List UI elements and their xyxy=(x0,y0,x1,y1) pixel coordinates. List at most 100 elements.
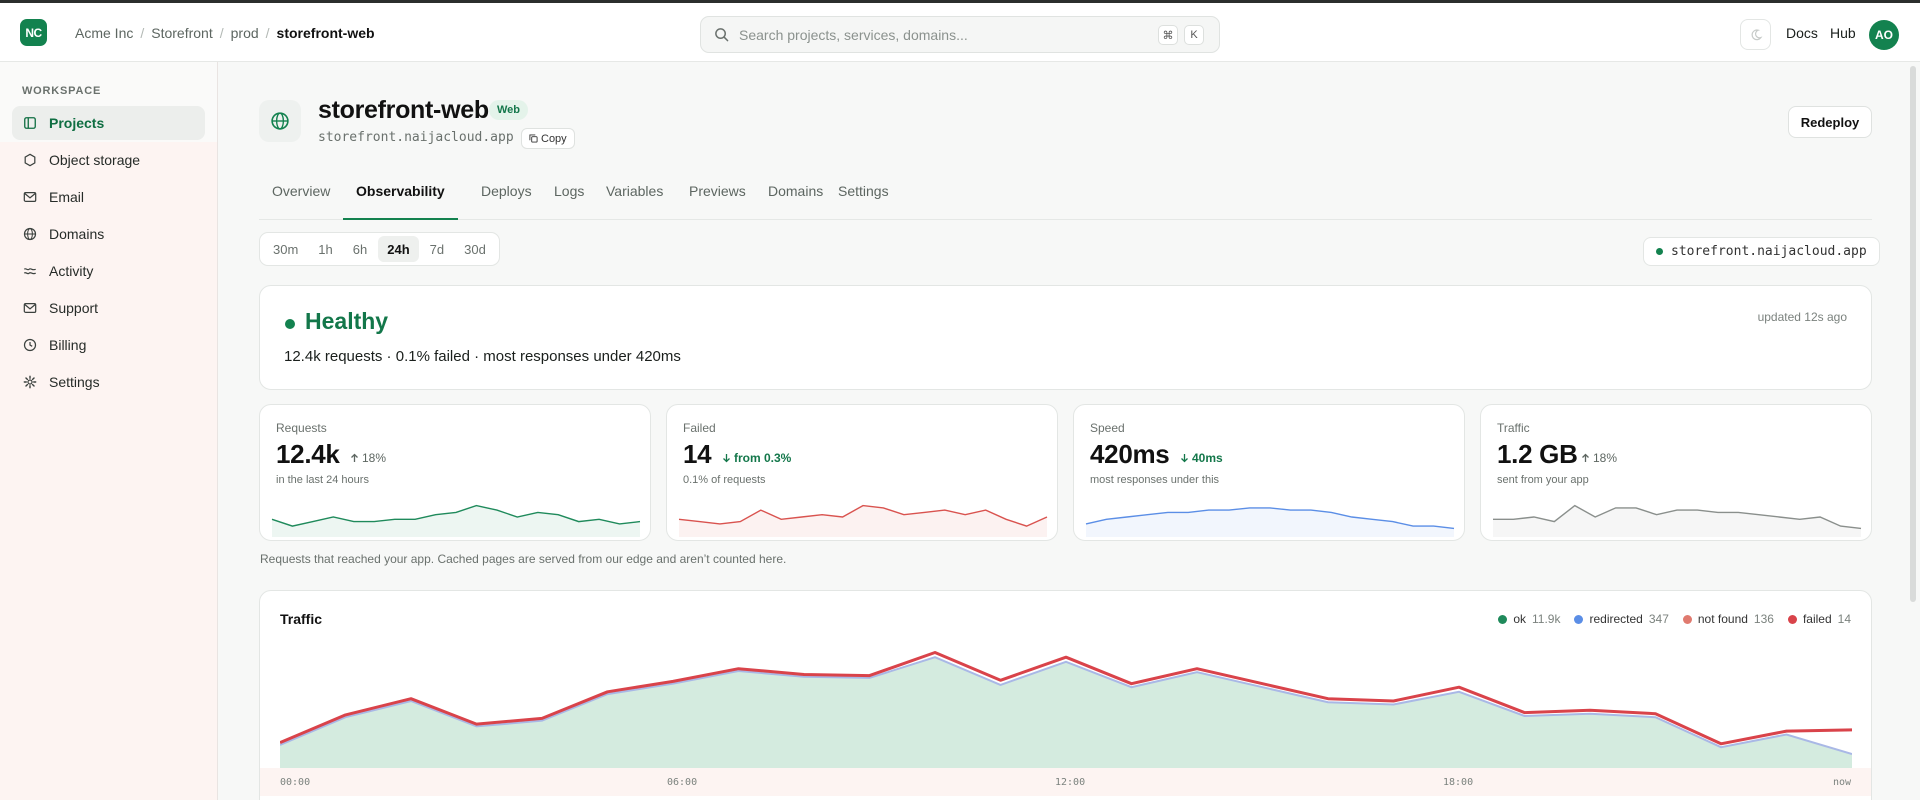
legend-item-failed[interactable]: failed 14 xyxy=(1787,612,1851,626)
sidebar-item-projects[interactable]: Projects xyxy=(12,106,205,140)
sidebar-item-settings[interactable]: Settings xyxy=(12,365,205,399)
activity-icon xyxy=(23,268,36,275)
moon-icon xyxy=(1750,28,1762,40)
tab-observability[interactable]: Observability xyxy=(343,178,458,220)
metric-value: 420ms xyxy=(1090,439,1170,469)
legend-swatch xyxy=(1787,614,1797,624)
x-tick-label: 00:00 xyxy=(280,777,311,788)
hub-link[interactable]: Hub xyxy=(1830,25,1856,41)
arrow-down-icon xyxy=(723,454,730,463)
health-summary: 12.4k requests · 0.1% failed · most resp… xyxy=(284,348,681,365)
tab-overview[interactable]: Overview xyxy=(272,183,331,199)
status-dot xyxy=(1656,248,1663,255)
arrow-up-icon xyxy=(1582,453,1589,462)
sidebar-item-label: Email xyxy=(49,189,85,205)
sidebar: WORKSPACE Projects Object storage Email … xyxy=(0,62,218,800)
arrow-down-icon xyxy=(1181,454,1188,463)
breadcrumb-environment[interactable]: prod xyxy=(230,25,259,41)
legend-label: not found xyxy=(1697,612,1748,626)
breadcrumb-org[interactable]: Acme Inc xyxy=(75,25,134,41)
sparkline-area xyxy=(1493,505,1861,537)
docs-link[interactable]: Docs xyxy=(1786,25,1818,41)
breadcrumb-separator: / xyxy=(219,25,224,41)
scrollbar[interactable] xyxy=(1910,66,1916,602)
theme-toggle-button[interactable] xyxy=(1740,19,1771,50)
sparkline xyxy=(1085,507,1455,537)
tab-logs[interactable]: Logs xyxy=(554,183,585,199)
range-30m[interactable]: 30m xyxy=(273,241,299,257)
metric-value: 14 xyxy=(683,439,712,469)
legend-count: 347 xyxy=(1648,612,1669,626)
sparkline-area xyxy=(1086,507,1454,537)
metric-value: 12.4k xyxy=(276,439,340,469)
sparkline-line xyxy=(678,504,1048,527)
chart-legend: ok 11.9k redirected 347 not found 136 faile… xyxy=(1498,612,1851,626)
sidebar-item-object-storage[interactable]: Object storage xyxy=(12,143,205,177)
x-tick-label: 18:00 xyxy=(1443,777,1474,788)
sidebar-item-billing[interactable]: Billing xyxy=(12,328,205,362)
legend-count: 14 xyxy=(1837,612,1851,626)
breadcrumb-service: storefront-web xyxy=(276,25,375,41)
tab-deploys[interactable]: Deploys xyxy=(481,183,532,199)
avatar[interactable]: AO xyxy=(1869,20,1899,50)
metric-delta-value: 18% xyxy=(362,451,387,465)
breadcrumb: Acme Inc / Storefront / prod / storefron… xyxy=(75,25,375,41)
legend-item-redirected[interactable]: redirected 347 xyxy=(1574,612,1669,626)
legend-item-ok[interactable]: ok 11.9k xyxy=(1498,612,1560,626)
legend-label: failed xyxy=(1802,612,1832,626)
tab-settings[interactable]: Settings xyxy=(838,183,889,199)
breadcrumb-project[interactable]: Storefront xyxy=(151,25,213,41)
metric-delta: from 0.3% xyxy=(722,451,791,465)
sidebar-item-support[interactable]: Support xyxy=(12,291,205,325)
mail-icon xyxy=(23,192,37,202)
search-input[interactable] xyxy=(739,26,1139,43)
metric-delta-value: 40ms xyxy=(1192,451,1223,465)
sparkline xyxy=(271,504,641,537)
tab-variables[interactable]: Variables xyxy=(606,183,664,199)
sparkline-area xyxy=(272,505,640,537)
app-logo[interactable]: NC xyxy=(20,19,47,46)
metric-delta: 40ms xyxy=(1180,451,1223,465)
mail-icon xyxy=(23,303,37,313)
series-line-redirected xyxy=(280,656,1852,756)
range-7d[interactable]: 7d xyxy=(429,241,445,257)
search-bar[interactable]: ⌘ K xyxy=(700,16,1220,53)
service-domain: storefront.naijacloud.app xyxy=(318,130,514,145)
legend-count: 136 xyxy=(1753,612,1774,626)
range-30d[interactable]: 30d xyxy=(464,241,486,257)
domain-chip-label: storefront.naijacloud.app xyxy=(1671,244,1867,259)
box-icon xyxy=(24,153,36,167)
metric-card-failed: Failed 14 from 0.3% 0.1% of requests xyxy=(666,404,1058,541)
x-axis: 00:00 06:00 12:00 18:00 now xyxy=(260,768,1871,796)
traffic-chart xyxy=(280,651,1852,768)
sidebar-item-email[interactable]: Email xyxy=(12,180,205,214)
sidebar-item-domains[interactable]: Domains xyxy=(12,217,205,251)
kbd-k: K xyxy=(1184,25,1204,45)
x-tick-label: 06:00 xyxy=(667,777,698,788)
range-1h[interactable]: 1h xyxy=(318,241,333,257)
range-6h[interactable]: 6h xyxy=(352,241,368,257)
copy-domain-button[interactable]: Copy xyxy=(521,128,575,149)
sidebar-item-label: Object storage xyxy=(49,152,141,168)
x-tick-label: now xyxy=(1833,777,1852,788)
tab-domains[interactable]: Domains xyxy=(768,183,824,199)
sparkline-area xyxy=(679,505,1047,537)
time-range-selector: 30m 1h 6h 24h 7d 30d xyxy=(259,232,500,266)
chart-title: Traffic xyxy=(280,611,323,627)
kbd-command: ⌘ xyxy=(1158,25,1178,45)
sparkline-line xyxy=(271,504,641,527)
sparkline xyxy=(678,504,1048,537)
health-status: Healthy xyxy=(305,308,389,334)
legend-label: ok xyxy=(1513,612,1526,626)
range-24h[interactable]: 24h xyxy=(378,236,419,262)
tab-previews[interactable]: Previews xyxy=(689,183,746,199)
domain-chip[interactable]: storefront.naijacloud.app xyxy=(1643,237,1880,266)
sidebar-item-label: Billing xyxy=(49,337,87,353)
sparkline-line xyxy=(1085,507,1455,530)
metric-caption: most responses under this xyxy=(1090,474,1220,486)
service-icon xyxy=(259,100,301,142)
sidebar-item-label: Activity xyxy=(49,263,94,279)
legend-item-not-found[interactable]: not found 136 xyxy=(1682,612,1774,626)
sidebar-item-activity[interactable]: Activity xyxy=(12,254,205,288)
redeploy-button[interactable]: Redeploy xyxy=(1788,106,1872,138)
